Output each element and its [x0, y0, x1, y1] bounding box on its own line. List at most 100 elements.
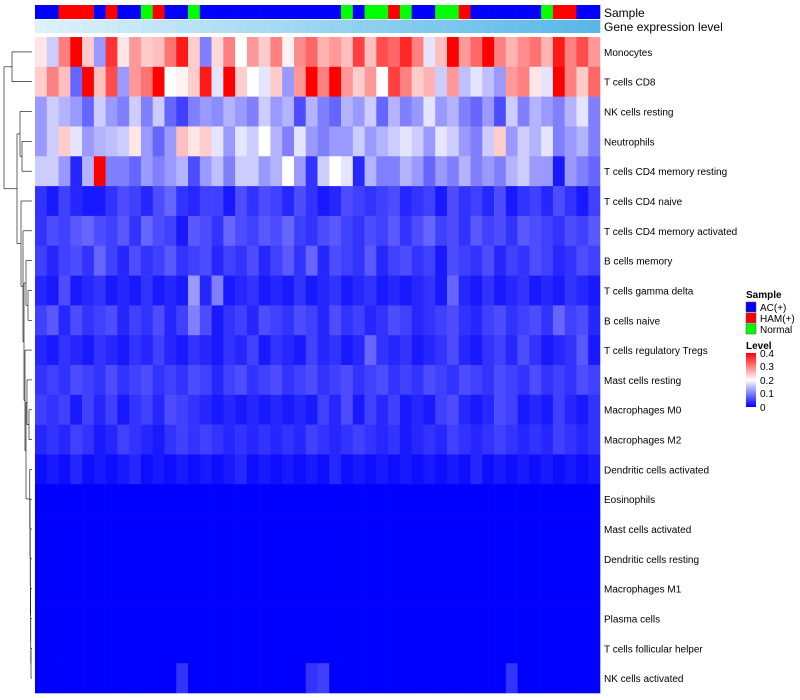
heatmap-cell	[388, 66, 401, 97]
heatmap-cell	[46, 424, 59, 455]
heatmap-cell	[399, 96, 412, 127]
row-labels: Monocytes T cells CD8 NK cells resting Neut…	[604, 48, 737, 685]
heatmap-cell	[235, 156, 248, 187]
heatmap-cell	[129, 365, 142, 396]
heatmap-cell	[270, 156, 283, 187]
heatmap-cell	[517, 543, 530, 575]
heatmap-cell	[93, 335, 106, 366]
expression-annotation-cell	[364, 20, 377, 33]
heatmap-cell	[305, 335, 318, 366]
heatmap-cell	[58, 335, 71, 366]
heatmap-cell	[494, 424, 507, 455]
heatmap-cell	[58, 245, 71, 276]
heatmap-cell	[270, 365, 283, 396]
heatmap-cell	[293, 573, 307, 604]
heatmap-cell	[588, 335, 601, 366]
heatmap-cell	[199, 335, 212, 366]
heatmap-cell	[270, 603, 283, 634]
heatmap-cell	[411, 633, 424, 664]
heatmap-cell	[164, 215, 177, 247]
heatmap-cell	[282, 96, 295, 127]
heatmap-cell	[199, 663, 212, 694]
heatmap-cell	[470, 454, 483, 485]
row-label: B cells memory	[604, 257, 672, 268]
heatmap-cell	[317, 275, 330, 306]
expression-annotation-cell	[293, 20, 307, 33]
expression-annotation-cell	[329, 20, 342, 33]
heatmap-cell	[235, 663, 248, 694]
heatmap-cell	[117, 573, 130, 604]
heatmap-cell	[341, 275, 354, 306]
heatmap-cell	[505, 96, 518, 127]
heatmap-cell	[293, 484, 307, 515]
heatmap-cell	[211, 573, 224, 604]
heatmap-cell	[341, 424, 354, 455]
sample-annotation-cell	[388, 5, 401, 19]
heatmap-cell	[46, 305, 59, 336]
heatmap-cell	[576, 96, 589, 127]
heatmap-cell	[305, 365, 318, 396]
heatmap-cell	[494, 514, 507, 545]
heatmap-cell	[352, 573, 365, 604]
heatmap-cell	[588, 633, 601, 664]
heatmap-cell	[364, 543, 377, 575]
heatmap-cell	[564, 96, 577, 127]
heatmap-cell	[282, 484, 295, 515]
heatmap-cell	[411, 37, 424, 68]
sample-annotation-cell	[352, 5, 365, 19]
heatmap-cell	[564, 454, 577, 485]
heatmap-cell	[35, 335, 48, 366]
heatmap-cell	[164, 454, 177, 485]
sample-legend-title: Sample	[746, 290, 782, 301]
heatmap-cell	[70, 245, 83, 276]
row-label: Mast cells resting	[604, 376, 681, 387]
heatmap-cell	[423, 633, 436, 664]
heatmap-cell	[188, 603, 201, 634]
heatmap-cell	[552, 305, 565, 336]
heatmap-cell	[399, 365, 412, 396]
heatmap-cell	[246, 573, 259, 604]
heatmap-cell	[399, 126, 412, 157]
heatmap-cell	[211, 603, 224, 634]
heatmap-cell	[435, 275, 448, 306]
heatmap-cell	[317, 365, 330, 396]
heatmap-cell	[164, 186, 177, 217]
heatmap-cell	[70, 215, 83, 247]
heatmap-cell	[564, 66, 577, 97]
heatmap-cell	[70, 484, 83, 515]
heatmap-cell	[376, 126, 389, 157]
heatmap-cell	[282, 394, 295, 425]
heatmap-cell	[376, 663, 389, 694]
heatmap-cell	[93, 424, 106, 455]
heatmap-cell	[470, 96, 483, 127]
heatmap-cell	[46, 156, 59, 187]
heatmap-cell	[129, 305, 142, 336]
row-label: T cells CD4 naive	[604, 197, 683, 208]
level-tick: 0.4	[760, 349, 774, 360]
heatmap-cell	[529, 424, 542, 455]
heatmap-cell	[564, 186, 577, 217]
heatmap-cell	[529, 543, 542, 575]
heatmap-cell	[388, 394, 401, 425]
heatmap-cell	[223, 245, 236, 276]
heatmap-cell	[329, 454, 342, 485]
heatmap-cell	[258, 275, 271, 306]
heatmap-cell	[46, 245, 59, 276]
heatmap-cell	[458, 484, 471, 515]
heatmap-cell	[211, 186, 224, 217]
heatmap-cell	[223, 186, 236, 217]
heatmap-cell	[246, 156, 259, 187]
heatmap-cell	[564, 484, 577, 515]
heatmap-cell	[329, 126, 342, 157]
sample-annotation-cell	[35, 5, 48, 19]
row-label: NK cells activated	[604, 674, 683, 685]
row-label: Macrophages M2	[604, 436, 682, 447]
heatmap-cell	[152, 603, 165, 634]
heatmap-cell	[282, 305, 295, 336]
heatmap-cell	[58, 633, 71, 664]
heatmap-cell	[188, 156, 201, 187]
heatmap-cell	[364, 514, 377, 545]
heatmap-cell	[46, 603, 59, 634]
heatmap-cell	[423, 484, 436, 515]
heatmap-cell	[152, 215, 165, 247]
